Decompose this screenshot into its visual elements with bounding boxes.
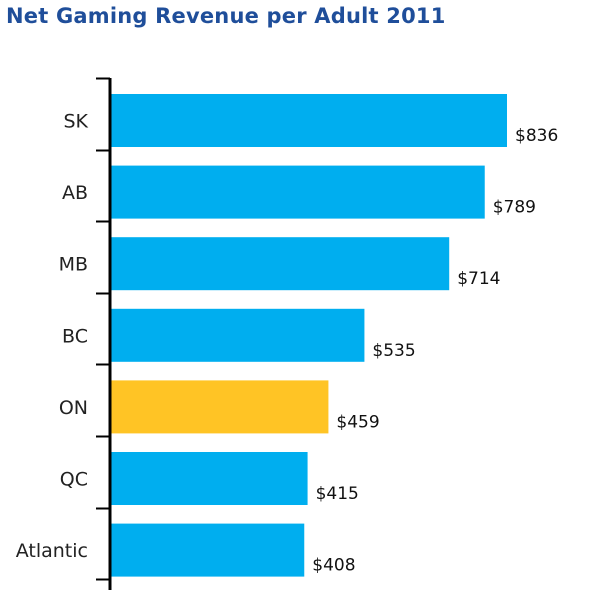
category-label-sk: SK xyxy=(63,111,88,133)
category-label-bc: BC xyxy=(62,325,88,347)
bar-qc xyxy=(111,452,308,505)
category-label-on: ON xyxy=(59,397,88,419)
bar-atlantic xyxy=(111,523,305,577)
labels-group: SK $836 AB $789 MB $714 BC $535 ON $459 QC $415 Atla… xyxy=(16,111,559,576)
value-label-sk: $836 xyxy=(515,126,558,146)
category-label-mb: MB xyxy=(59,254,88,276)
bar-mb xyxy=(111,237,450,291)
category-label-atlantic: Atlantic xyxy=(16,540,88,562)
chart-title: Net Gaming Revenue per Adult 2011 xyxy=(6,4,446,28)
category-axis xyxy=(96,77,112,590)
bar-on xyxy=(111,380,329,434)
category-label-qc: QC xyxy=(60,469,88,491)
bar-bc xyxy=(111,308,365,362)
value-label-mb: $714 xyxy=(457,269,500,289)
value-label-bc: $535 xyxy=(372,341,415,361)
bar-sk xyxy=(111,94,507,147)
bar-ab xyxy=(111,165,485,219)
value-label-ab: $789 xyxy=(493,198,536,218)
value-label-qc: $415 xyxy=(316,484,359,504)
bars-group xyxy=(111,94,507,577)
value-label-on: $459 xyxy=(336,412,379,432)
category-label-ab: AB xyxy=(62,182,88,204)
value-label-atlantic: $408 xyxy=(312,556,355,576)
